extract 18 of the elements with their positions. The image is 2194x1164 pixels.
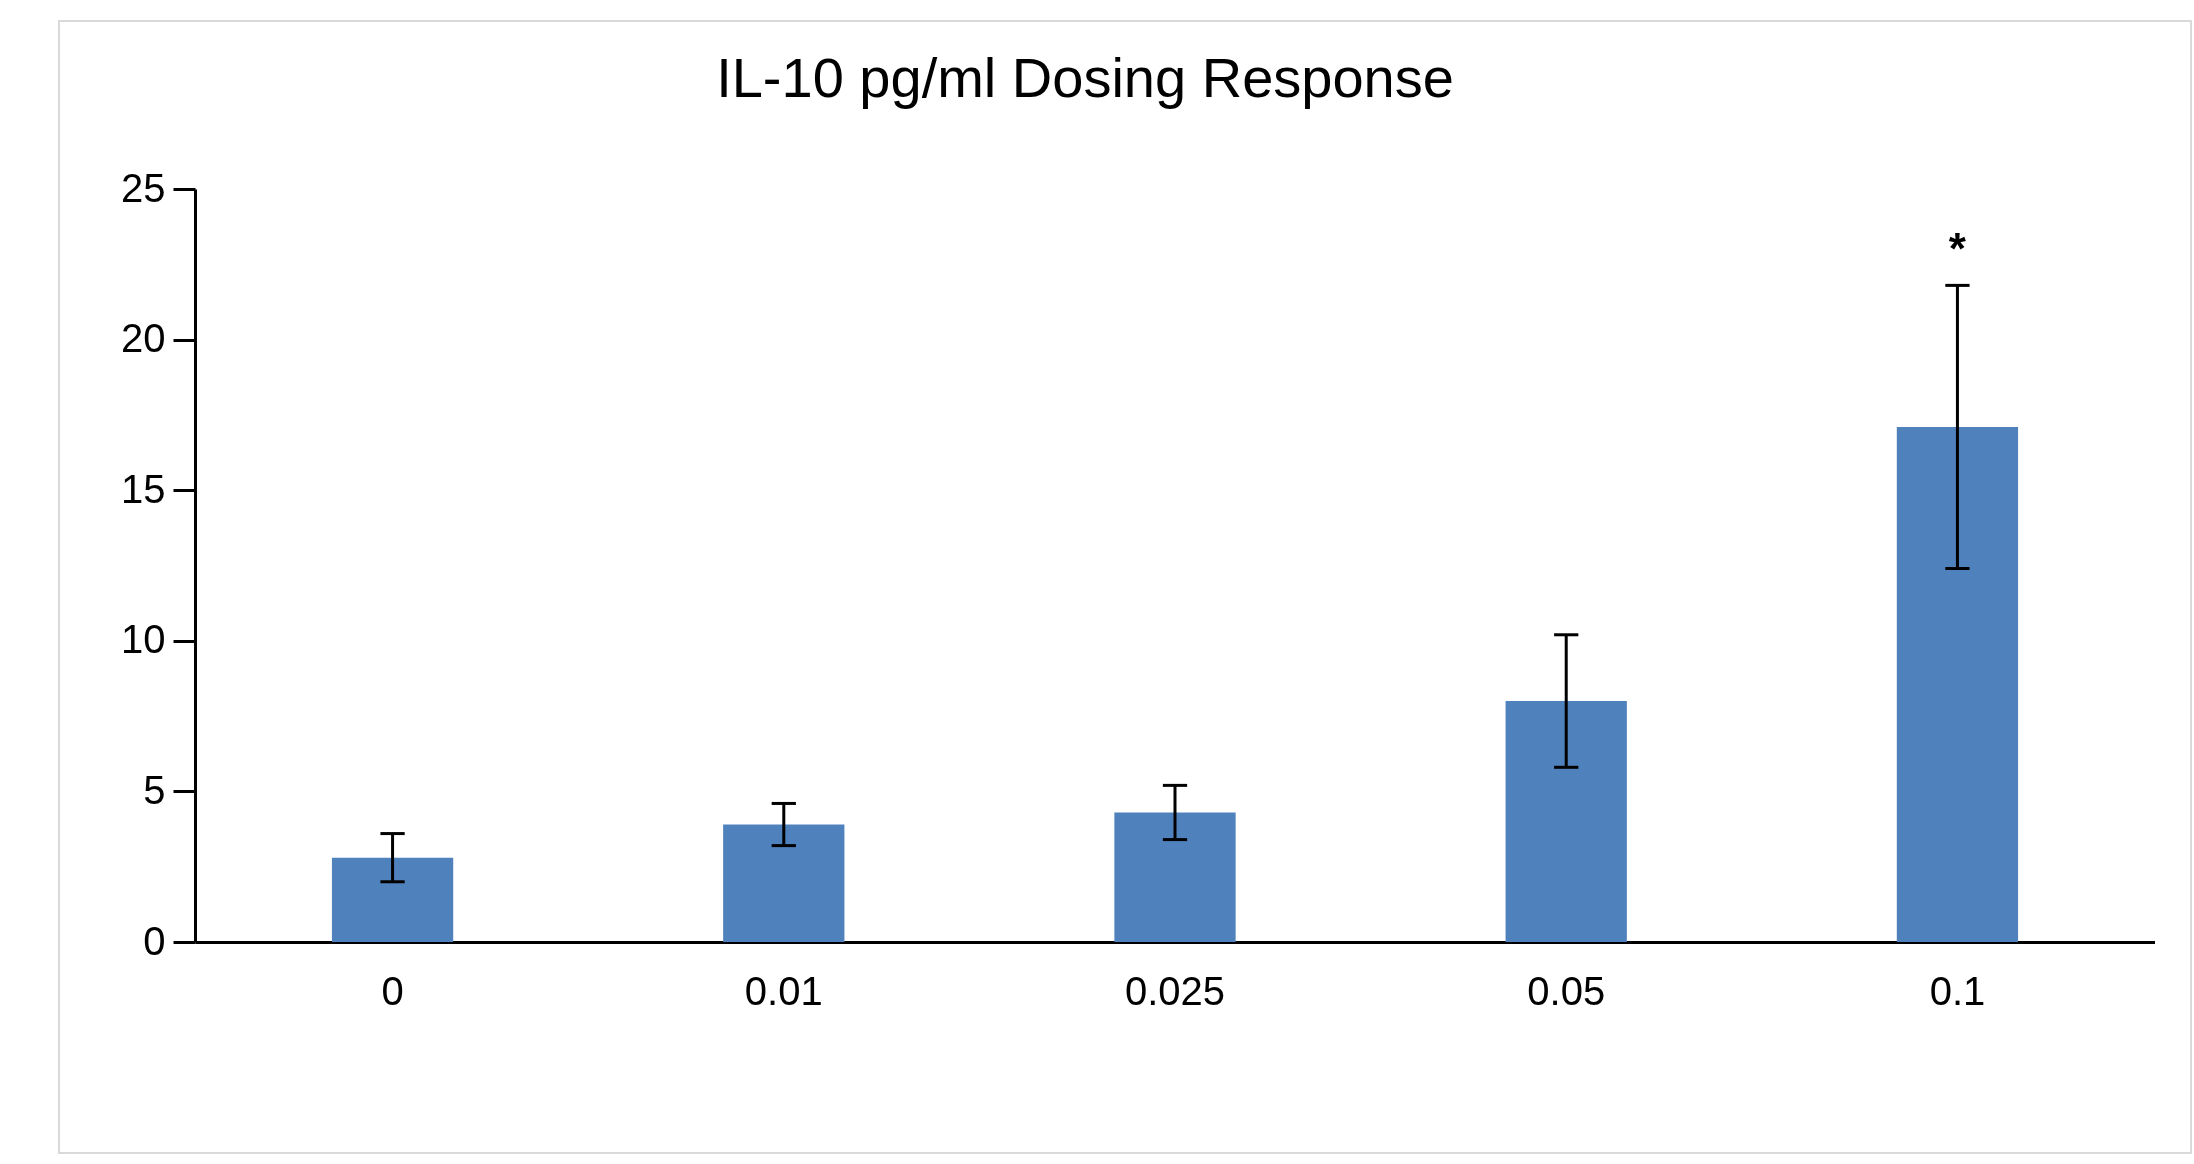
annotation: *	[1948, 224, 1967, 274]
bar	[331, 857, 454, 942]
x-tick-label: 0.01	[744, 968, 823, 1013]
y-tick-label: 25	[121, 165, 166, 210]
y-tick-label: 10	[121, 617, 166, 662]
y-tick-label: 20	[121, 316, 166, 361]
bar	[1505, 701, 1627, 942]
bar	[1114, 812, 1236, 942]
x-tick-label: 0.05	[1527, 968, 1606, 1013]
x-tick-label: 0.1	[1929, 968, 1986, 1013]
y-tick-label: 5	[143, 767, 166, 812]
y-tick-label: 0	[143, 918, 166, 963]
bar	[723, 824, 845, 942]
bar	[1896, 426, 2019, 942]
x-tick-label: 0.025	[1124, 968, 1226, 1013]
chart-title: IL-10 pg/ml Dosing Response	[716, 46, 1454, 109]
x-tick-label: 0	[381, 968, 404, 1013]
y-tick-label: 15	[121, 466, 166, 511]
